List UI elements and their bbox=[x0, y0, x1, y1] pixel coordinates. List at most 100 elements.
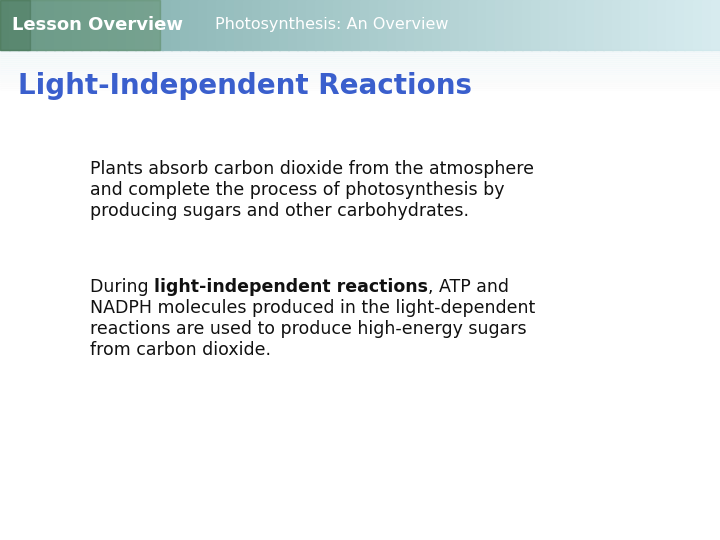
Bar bbox=[684, 0, 693, 50]
Bar bbox=[0, 58, 720, 60]
Bar bbox=[0, 52, 720, 54]
Bar bbox=[234, 0, 243, 50]
Bar bbox=[0, 0, 9, 50]
Bar bbox=[612, 0, 621, 50]
Bar bbox=[0, 74, 720, 76]
Bar bbox=[0, 0, 160, 50]
Bar bbox=[0, 80, 720, 82]
Bar bbox=[279, 0, 289, 50]
Text: Plants absorb carbon dioxide from the atmosphere: Plants absorb carbon dioxide from the at… bbox=[90, 160, 534, 178]
Bar bbox=[0, 78, 720, 80]
Bar bbox=[99, 0, 109, 50]
Bar bbox=[630, 0, 639, 50]
Bar bbox=[0, 88, 720, 90]
Bar bbox=[243, 0, 253, 50]
Bar bbox=[369, 0, 379, 50]
Bar bbox=[0, 62, 720, 64]
Bar bbox=[567, 0, 577, 50]
Bar bbox=[297, 0, 307, 50]
Bar bbox=[324, 0, 333, 50]
Text: , ATP and: , ATP and bbox=[428, 278, 509, 296]
Bar bbox=[270, 0, 279, 50]
Bar bbox=[0, 68, 720, 70]
Bar bbox=[333, 0, 343, 50]
Bar bbox=[36, 0, 45, 50]
Bar bbox=[621, 0, 631, 50]
Bar bbox=[315, 0, 325, 50]
Bar bbox=[666, 0, 675, 50]
Bar bbox=[441, 0, 451, 50]
Text: from carbon dioxide.: from carbon dioxide. bbox=[90, 341, 271, 359]
Bar bbox=[558, 0, 567, 50]
Text: producing sugars and other carbohydrates.: producing sugars and other carbohydrates… bbox=[90, 202, 469, 220]
Bar bbox=[216, 0, 225, 50]
Bar bbox=[306, 0, 315, 50]
Bar bbox=[495, 0, 505, 50]
Bar bbox=[423, 0, 433, 50]
Text: During: During bbox=[90, 278, 154, 296]
Bar bbox=[117, 0, 127, 50]
Bar bbox=[180, 0, 189, 50]
Bar bbox=[0, 56, 720, 58]
Bar bbox=[513, 0, 523, 50]
Bar bbox=[459, 0, 469, 50]
Bar bbox=[639, 0, 649, 50]
Bar bbox=[45, 0, 55, 50]
Bar bbox=[351, 0, 361, 50]
Bar bbox=[18, 0, 27, 50]
Bar bbox=[261, 0, 271, 50]
Bar bbox=[702, 0, 711, 50]
Bar bbox=[108, 0, 117, 50]
Bar bbox=[252, 0, 261, 50]
Bar bbox=[207, 0, 217, 50]
Bar bbox=[144, 0, 153, 50]
Text: Photosynthesis: An Overview: Photosynthesis: An Overview bbox=[215, 17, 449, 32]
Bar bbox=[504, 0, 513, 50]
Bar bbox=[585, 0, 595, 50]
Bar bbox=[477, 0, 487, 50]
Bar bbox=[468, 0, 477, 50]
Bar bbox=[0, 70, 720, 72]
Bar bbox=[360, 0, 369, 50]
Text: Lesson Overview: Lesson Overview bbox=[12, 16, 183, 34]
Bar bbox=[198, 0, 207, 50]
Bar bbox=[387, 0, 397, 50]
Bar bbox=[0, 76, 720, 78]
Bar bbox=[171, 0, 181, 50]
Text: light-independent reactions: light-independent reactions bbox=[154, 278, 428, 296]
Bar bbox=[450, 0, 459, 50]
Bar bbox=[711, 0, 720, 50]
Bar bbox=[594, 0, 603, 50]
Bar bbox=[0, 84, 720, 86]
Bar bbox=[342, 0, 351, 50]
Bar bbox=[0, 54, 720, 56]
Bar bbox=[549, 0, 559, 50]
Bar bbox=[288, 0, 297, 50]
Bar bbox=[693, 0, 703, 50]
Bar bbox=[90, 0, 99, 50]
Bar bbox=[432, 0, 441, 50]
Bar bbox=[0, 50, 720, 52]
Bar bbox=[0, 72, 720, 74]
Bar bbox=[657, 0, 667, 50]
Bar bbox=[153, 0, 163, 50]
Bar bbox=[0, 60, 720, 62]
Bar bbox=[405, 0, 415, 50]
Text: and complete the process of photosynthesis by: and complete the process of photosynthes… bbox=[90, 181, 505, 199]
Bar bbox=[378, 0, 387, 50]
Bar bbox=[648, 0, 657, 50]
Bar bbox=[162, 0, 171, 50]
Bar bbox=[189, 0, 199, 50]
Bar bbox=[225, 0, 235, 50]
Bar bbox=[396, 0, 405, 50]
Bar bbox=[0, 66, 720, 68]
Bar bbox=[9, 0, 19, 50]
Bar bbox=[540, 0, 549, 50]
Bar bbox=[72, 0, 81, 50]
Bar bbox=[576, 0, 585, 50]
Bar bbox=[27, 0, 37, 50]
Text: Light-Independent Reactions: Light-Independent Reactions bbox=[18, 72, 472, 100]
Bar bbox=[135, 0, 145, 50]
Text: reactions are used to produce high-energy sugars: reactions are used to produce high-energ… bbox=[90, 320, 526, 338]
Bar bbox=[603, 0, 613, 50]
